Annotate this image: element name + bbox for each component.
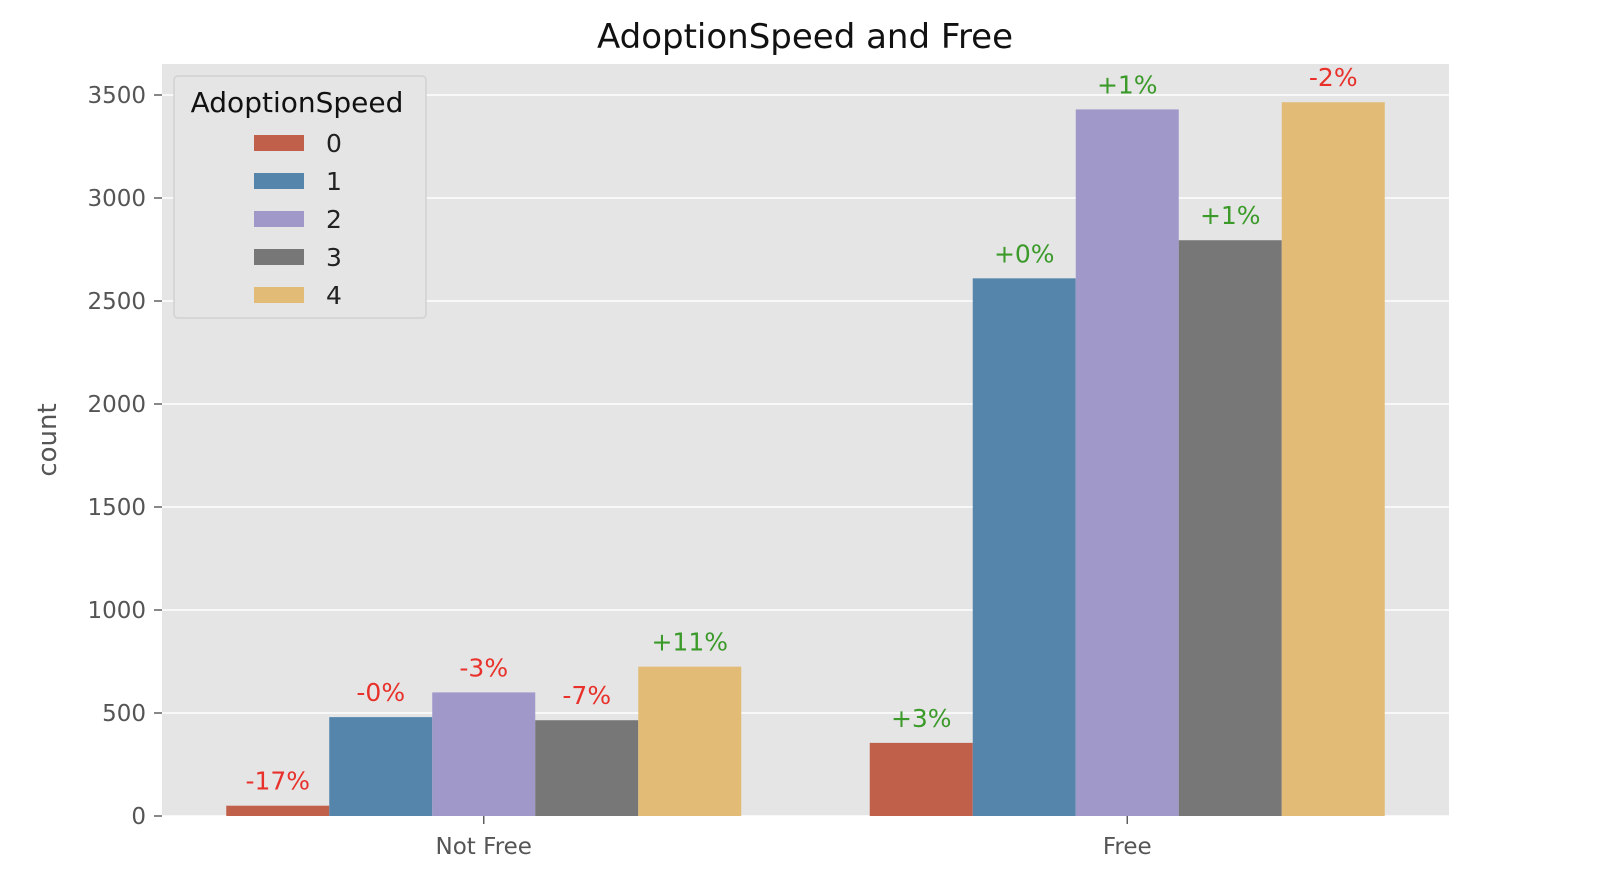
legend: AdoptionSpeed 0 1 2 3 4 (173, 75, 427, 319)
bar (1075, 109, 1179, 817)
y-tick-label: 3000 (87, 186, 146, 212)
x-tick-label: Free (1103, 834, 1152, 860)
bar-value-label: +11% (651, 628, 728, 657)
y-axis: 0 500 1000 1500 2000 2500 3000 3500 (87, 83, 162, 830)
legend-box (173, 75, 427, 319)
y-tick-label: 1500 (87, 495, 146, 521)
x-axis: Not Free Free (436, 816, 1152, 860)
bar-value-label: +0% (994, 239, 1055, 268)
legend-swatch (254, 173, 304, 189)
legend-items: 0 1 2 3 4 (254, 129, 342, 310)
bars (226, 102, 1385, 817)
bar (972, 278, 1076, 817)
bar (329, 717, 433, 816)
bar (432, 692, 536, 816)
bar (535, 720, 639, 816)
bar-value-label: -2% (1309, 63, 1358, 92)
bar-value-label: -3% (459, 653, 508, 682)
y-tick-label: 2500 (87, 289, 146, 315)
bar-value-label: -7% (562, 681, 611, 710)
y-tick-label: 500 (102, 701, 146, 727)
legend-entry: 4 (326, 281, 342, 310)
bar (1281, 102, 1385, 816)
bar-value-label: -17% (245, 767, 310, 796)
legend-swatch (254, 287, 304, 303)
legend-swatch (254, 135, 304, 151)
legend-entry: 1 (326, 167, 342, 196)
bar-value-label: +1% (1097, 70, 1158, 99)
x-tick-label: Not Free (436, 834, 532, 860)
legend-swatch (254, 211, 304, 227)
legend-entry: 3 (326, 243, 342, 272)
y-tick-label: 2000 (87, 392, 146, 418)
legend-swatch (254, 249, 304, 265)
bar-value-label: -0% (356, 678, 405, 707)
y-tick-label: 0 (131, 804, 146, 830)
bar (1178, 240, 1282, 817)
chart-title: AdoptionSpeed and Free (597, 17, 1013, 57)
legend-entry: 0 (326, 129, 342, 158)
legend-entry: 2 (326, 205, 342, 234)
bar-value-label: +3% (891, 704, 952, 733)
bar (638, 666, 742, 816)
legend-title: AdoptionSpeed (191, 86, 404, 119)
bar-labels: -17% -0% -3% -7% +11% +3% +0% +1% +1% -2% (245, 63, 1357, 795)
y-axis-label: count (33, 403, 63, 476)
y-tick-label: 3500 (87, 83, 146, 109)
bar (226, 805, 330, 816)
bar (869, 742, 973, 816)
bar-value-label: +1% (1200, 201, 1261, 230)
y-tick-label: 1000 (87, 598, 146, 624)
